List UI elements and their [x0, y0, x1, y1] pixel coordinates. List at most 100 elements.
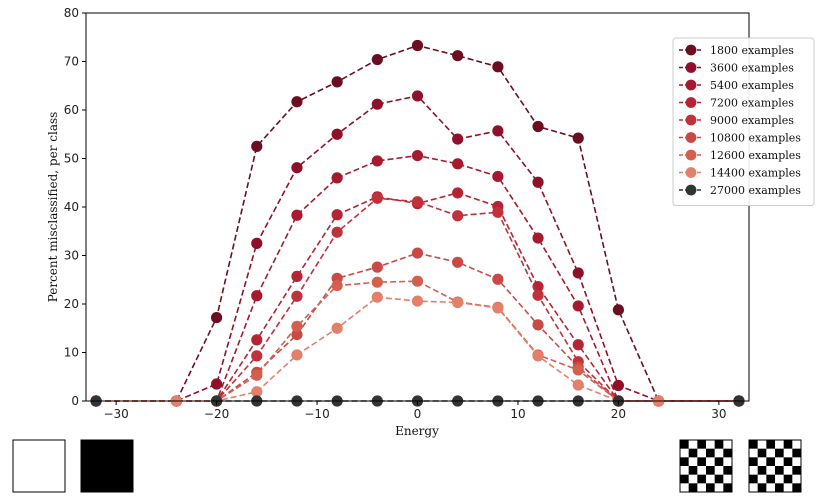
data-point [291, 320, 303, 332]
data-point [210, 378, 223, 390]
legend-swatch-marker [685, 79, 697, 91]
legend-label: 7200 examples [710, 97, 794, 110]
data-point [532, 319, 544, 331]
y-tick-label: 20 [64, 297, 79, 311]
data-point [452, 256, 464, 268]
y-tick-label: 0 [71, 394, 79, 408]
legend-label: 12600 examples [710, 149, 801, 162]
legend-label: 10800 examples [710, 132, 801, 145]
x-tick-label: 10 [510, 407, 525, 421]
legend-item: 9000 examples [679, 114, 794, 127]
data-point [331, 128, 343, 140]
checkerboard-a [679, 439, 733, 493]
data-point [251, 334, 263, 346]
data-point [371, 192, 383, 204]
legend: 1800 examples 3600 examples 5400 examples 7… [672, 37, 815, 206]
black-square [80, 439, 134, 493]
data-point [331, 209, 343, 221]
data-point [572, 364, 584, 376]
data-point [411, 90, 424, 102]
data-point [371, 53, 383, 66]
data-point [411, 247, 424, 259]
data-point [371, 276, 383, 288]
data-point [612, 304, 625, 316]
legend-label: 5400 examples [710, 79, 794, 92]
legend-label: 9000 examples [710, 114, 794, 127]
data-point [411, 295, 424, 307]
data-point [210, 311, 223, 324]
y-tick-label: 10 [64, 346, 79, 360]
data-point [331, 322, 343, 334]
white-square [12, 439, 66, 493]
legend-swatch-marker [685, 44, 697, 56]
data-point [251, 386, 263, 398]
data-point [331, 172, 343, 184]
series-line [96, 197, 739, 402]
data-point [532, 350, 544, 362]
data-point [411, 275, 424, 287]
data-point [572, 132, 584, 144]
x-tick-label: −10 [304, 407, 329, 421]
legend-swatch-marker [685, 184, 697, 196]
data-point [411, 39, 424, 52]
legend-item: 3600 examples [679, 62, 794, 75]
data-point [411, 196, 424, 208]
data-point [251, 350, 263, 362]
legend-box [672, 37, 815, 206]
series-line [96, 252, 739, 402]
data-point [452, 133, 464, 145]
data-point [492, 61, 504, 73]
legend-label: 3600 examples [710, 62, 794, 75]
legend-swatch-marker [685, 114, 697, 126]
legend-item: 10800 examples [679, 132, 801, 145]
x-tick-label: −30 [103, 407, 128, 421]
legend-label: 1800 examples [710, 44, 794, 57]
data-point [371, 155, 383, 167]
data-point [572, 300, 584, 312]
data-point [532, 176, 544, 188]
data-point [612, 379, 625, 392]
legend-swatch-marker [685, 149, 697, 161]
data-point [492, 206, 504, 218]
data-point [452, 50, 464, 62]
legend-swatch-marker [685, 97, 697, 108]
x-tick-label: 20 [611, 407, 626, 421]
thumbnail-row [12, 439, 802, 493]
legend-item: 7200 examples [679, 97, 794, 110]
x-tick-label: 0 [414, 407, 422, 421]
data-point [492, 302, 504, 314]
legend-label: 27000 examples [710, 184, 801, 197]
legend-swatch-marker [685, 62, 697, 73]
legend-label: 14400 examples [710, 167, 801, 180]
y-tick-label: 60 [64, 103, 79, 117]
y-tick-label: 30 [64, 249, 79, 263]
series-line [96, 296, 739, 402]
legend-item: 1800 examples [679, 44, 794, 57]
y-tick-label: 70 [64, 55, 79, 69]
checkerboard-b [748, 439, 802, 493]
data-point [452, 296, 464, 309]
x-axis-label: Energy [395, 424, 439, 438]
data-point [572, 339, 584, 351]
y-tick-label: 50 [64, 152, 79, 166]
y-axis: 0 10 20 30 40 50 60 70 80 [64, 6, 86, 408]
legend-item: 27000 examples [679, 184, 801, 197]
y-axis-label: Percent misclassified, per class [46, 112, 60, 303]
y-tick-label: 40 [64, 200, 79, 214]
x-axis: −30 −20 −10 0 10 20 30 [103, 401, 727, 421]
data-point [371, 291, 383, 303]
data-point [411, 149, 424, 162]
legend-item: 14400 examples [679, 167, 801, 180]
series-5 [90, 247, 745, 407]
series-6 [90, 275, 745, 407]
data-point [452, 187, 464, 199]
data-point [291, 162, 303, 174]
data-point [532, 289, 544, 301]
data-point [492, 170, 504, 183]
data-point [251, 237, 263, 249]
data-point [371, 98, 383, 110]
data-point [291, 290, 303, 302]
data-point [572, 267, 584, 279]
data-point [331, 279, 343, 292]
